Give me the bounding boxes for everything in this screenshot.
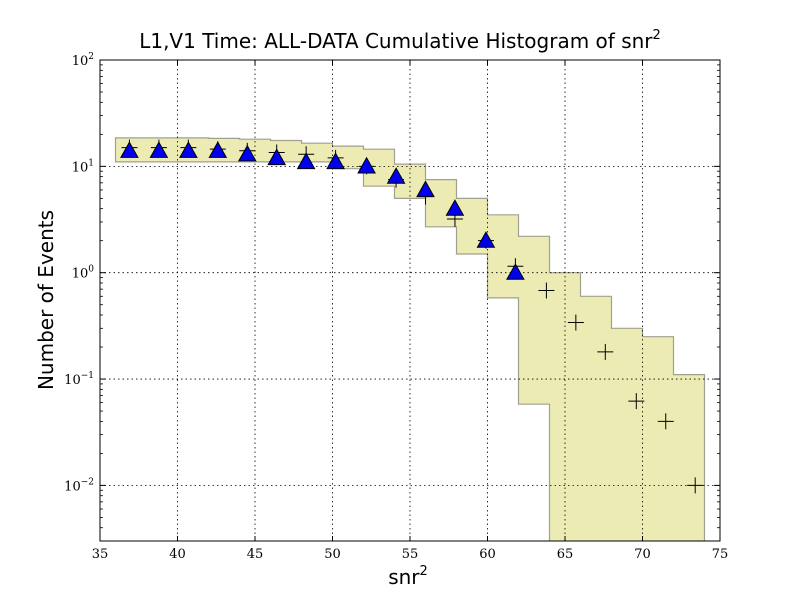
y-tick-label-base: 10	[72, 160, 89, 175]
x-tick-label: 55	[402, 547, 419, 562]
triangle-marker	[506, 263, 525, 280]
triangle-marker	[267, 148, 287, 166]
x-tick-label: 35	[92, 547, 109, 562]
triangle-marker	[357, 156, 376, 174]
triangle-marker	[179, 141, 198, 158]
y-tick-label-exponent: 0	[88, 265, 94, 275]
y-tick-label-base: 10	[64, 479, 81, 494]
y-tick-label: 102	[72, 52, 94, 69]
triangle-marker	[445, 199, 465, 216]
y-tick-label-base: 10	[64, 373, 81, 388]
y-tick-label: 100	[72, 265, 95, 282]
plus-marker	[567, 314, 584, 331]
x-tick-label: 70	[634, 547, 651, 562]
triangle-marker	[237, 144, 257, 162]
y-tick-label: 10−2	[64, 477, 94, 494]
y-tick-label-exponent: −1	[81, 371, 94, 381]
x-tick-label: 40	[169, 547, 186, 562]
y-tick-label-exponent: 1	[88, 158, 94, 168]
plus-marker	[628, 393, 645, 410]
y-tick-label-base: 10	[72, 54, 89, 69]
y-tick-label-exponent: 2	[88, 52, 94, 62]
plus-marker	[657, 413, 674, 430]
plus-marker	[538, 282, 555, 299]
x-axis-label: snr2	[388, 564, 428, 589]
x-tick-label: 50	[324, 547, 341, 562]
x-tick-label: 60	[479, 547, 496, 562]
triangle-marker	[296, 152, 316, 170]
y-tick-label-base: 10	[72, 267, 89, 282]
chart-title-text: L1,V1 Time: ALL-DATA Cumulative Histogra…	[139, 29, 653, 53]
chart-title-superscript: 2	[653, 28, 661, 43]
x-tick-label: 75	[712, 547, 729, 562]
triangle-marker	[208, 141, 228, 158]
y-tick-label-exponent: −2	[81, 477, 94, 487]
x-tick-label: 45	[247, 547, 264, 562]
x-axis-label-superscript: 2	[420, 564, 428, 579]
x-tick-label: 65	[557, 547, 574, 562]
triangle-marker	[149, 141, 169, 158]
plot-clipped-group	[100, 60, 720, 541]
plus-marker	[597, 343, 614, 360]
y-tick-label: 10−1	[64, 371, 94, 388]
plus-marker	[687, 477, 704, 494]
y-tick-label: 101	[72, 158, 94, 175]
uncertainty-band	[114, 137, 706, 541]
x-axis-label-text: snr	[388, 565, 420, 589]
y-axis-label: Number of Events	[34, 210, 58, 390]
triangle-marker	[476, 231, 496, 248]
chart-title: L1,V1 Time: ALL-DATA Cumulative Histogra…	[139, 28, 661, 53]
triangle-marker	[326, 152, 345, 170]
triangle-marker	[120, 141, 139, 158]
triangle-marker	[416, 180, 435, 198]
triangle-marker	[386, 167, 406, 184]
